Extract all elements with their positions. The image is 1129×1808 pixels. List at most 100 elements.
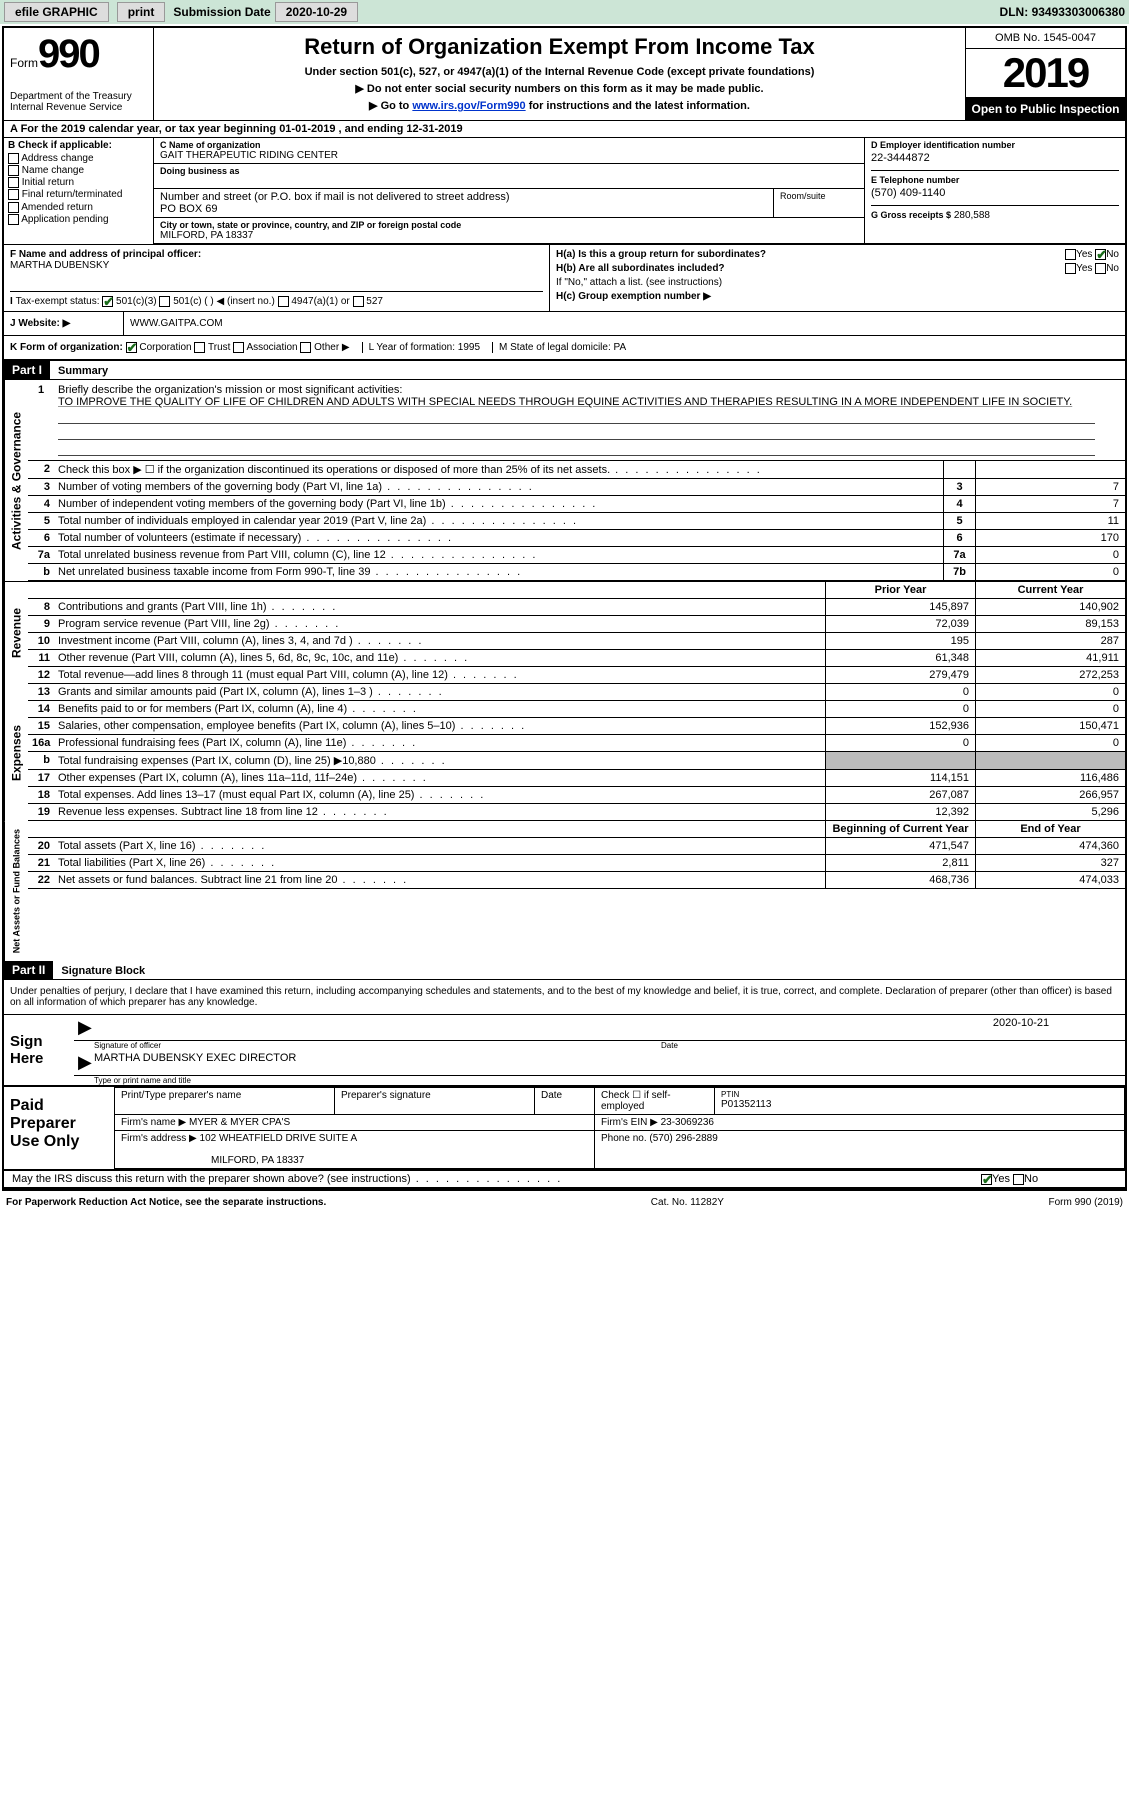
chk-discuss-yes[interactable] [981,1174,992,1185]
gov-line: 5Total number of individuals employed in… [28,513,1125,530]
sign-arrow-icon: ▶ [78,1017,94,1038]
top-bar: efile GRAPHIC print Submission Date 2020… [0,0,1129,24]
gov-line: bNet unrelated business taxable income f… [28,564,1125,581]
omb-number: OMB No. 1545-0047 [966,28,1125,49]
telephone: (570) 409-1140 [871,187,1119,199]
firm-phone: Phone no. (570) 296-2889 [595,1131,1125,1169]
data-line: bTotal fundraising expenses (Part IX, co… [28,752,1125,770]
efile-button[interactable]: efile GRAPHIC [4,2,109,22]
form-container: Form 990 Department of the Treasury Inte… [2,26,1127,1191]
print-button[interactable]: print [117,2,166,22]
data-line: 12Total revenue—add lines 8 through 11 (… [28,667,1125,684]
chk-assoc[interactable] [233,342,244,353]
tax-year: 2019 [966,49,1125,97]
chk-initial-return[interactable] [8,177,19,188]
data-line: 10Investment income (Part VIII, column (… [28,633,1125,650]
chk-discuss-no[interactable] [1013,1174,1024,1185]
data-line: 22Net assets or fund balances. Subtract … [28,872,1125,889]
data-line: 19Revenue less expenses. Subtract line 1… [28,804,1125,821]
chk-501c3[interactable] [102,296,113,307]
chk-501c[interactable] [159,296,170,307]
tab-revenue: Revenue [4,582,28,684]
tab-governance: Activities & Governance [4,380,28,581]
chk-ha-yes[interactable] [1065,249,1076,260]
firm-address: 102 WHEATFIELD DRIVE SUITE A [200,1133,358,1144]
data-line: 20Total assets (Part X, line 16)471,5474… [28,838,1125,855]
gov-line: 2Check this box ▶ ☐ if the organization … [28,461,1125,479]
row-a-tax-year: A For the 2019 calendar year, or tax yea… [4,121,1125,138]
chk-other[interactable] [300,342,311,353]
page-footer: For Paperwork Reduction Act Notice, see … [0,1193,1129,1212]
subtitle-2: ▶ Do not enter social security numbers o… [162,82,957,95]
data-line: 21Total liabilities (Part X, line 26)2,8… [28,855,1125,872]
subtitle-1: Under section 501(c), 527, or 4947(a)(1)… [162,66,957,78]
row-j-website: J Website: ▶ WWW.GAITPA.COM [4,312,1125,336]
form-word: Form [10,56,38,70]
sign-date: 2020-10-21 [921,1017,1121,1038]
netassets-header-row: Beginning of Current Year End of Year [28,821,1125,838]
paid-preparer-block: Paid Preparer Use Only Print/Type prepar… [4,1087,1125,1171]
sign-here-block: Sign Here ▶ 2020-10-21 Signature of offi… [4,1015,1125,1087]
city-state-zip: MILFORD, PA 18337 [160,230,858,241]
summary-expenses: Expenses 13Grants and similar amounts pa… [4,684,1125,821]
summary-revenue: Revenue Prior Year Current Year 8Contrib… [4,581,1125,684]
data-line: 11Other revenue (Part VIII, column (A), … [28,650,1125,667]
submission-date-label: Submission Date [173,5,270,19]
form-header: Form 990 Department of the Treasury Inte… [4,28,1125,121]
year-formation: L Year of formation: 1995 [362,342,480,353]
chk-application-pending[interactable] [8,214,19,225]
chk-name-change[interactable] [8,165,19,176]
irs-link[interactable]: www.irs.gov/Form990 [412,100,525,112]
gov-line: 7aTotal unrelated business revenue from … [28,547,1125,564]
section-b-checkboxes: B Check if applicable: Address change Na… [4,138,154,244]
data-line: 15Salaries, other compensation, employee… [28,718,1125,735]
chk-hb-no[interactable] [1095,263,1106,274]
chk-final-return[interactable] [8,189,19,200]
data-line: 8Contributions and grants (Part VIII, li… [28,599,1125,616]
mission-block: 1Briefly describe the organization's mis… [28,380,1125,461]
section-c: C Name of organization GAIT THERAPEUTIC … [154,138,865,243]
chk-corp[interactable] [126,342,137,353]
part-1-header: Part ISummary [4,361,1125,380]
discuss-row: May the IRS discuss this return with the… [4,1171,1125,1189]
sign-arrow-icon: ▶ [78,1052,94,1073]
summary-governance: Activities & Governance 1Briefly describ… [4,380,1125,581]
chk-trust[interactable] [194,342,205,353]
subtitle-3: ▶ Go to www.irs.gov/Form990 for instruct… [162,99,957,112]
form-title: Return of Organization Exempt From Incom… [162,34,957,60]
chk-4947[interactable] [278,296,289,307]
row-klm: K Form of organization: Corporation Trus… [4,336,1125,361]
firm-ein: Firm's EIN ▶ 23-3069236 [595,1115,1125,1131]
chk-ha-no[interactable] [1095,249,1106,260]
ein: 22-3444872 [871,152,1119,164]
chk-527[interactable] [353,296,364,307]
summary-netassets: Net Assets or Fund Balances Beginning of… [4,821,1125,961]
signature-declaration: Under penalties of perjury, I declare th… [4,980,1125,1015]
mission-text: TO IMPROVE THE QUALITY OF LIFE OF CHILDR… [58,396,1095,408]
data-line: 13Grants and similar amounts paid (Part … [28,684,1125,701]
officer-name: MARTHA DUBENSKY EXEC DIRECTOR [94,1052,1121,1073]
chk-amended[interactable] [8,202,19,213]
org-name: GAIT THERAPEUTIC RIDING CENTER [160,150,858,161]
data-line: 16aProfessional fundraising fees (Part I… [28,735,1125,752]
data-line: 9Program service revenue (Part VIII, lin… [28,616,1125,633]
dln: DLN: 93493303006380 [1000,5,1125,19]
department: Department of the Treasury Internal Reve… [10,91,147,113]
gov-line: 4Number of independent voting members of… [28,496,1125,513]
tab-net-assets: Net Assets or Fund Balances [4,821,28,961]
section-bcd: B Check if applicable: Address change Na… [4,138,1125,245]
ptin: P01352113 [721,1099,1118,1110]
form-number: 990 [38,32,99,77]
section-h: H(a) Is this a group return for subordin… [550,245,1125,311]
tab-expenses: Expenses [4,684,28,821]
data-line: 18Total expenses. Add lines 13–17 (must … [28,787,1125,804]
section-d: D Employer identification number 22-3444… [865,138,1125,243]
chk-hb-yes[interactable] [1065,263,1076,274]
gov-line: 6Total number of volunteers (estimate if… [28,530,1125,547]
data-line: 14Benefits paid to or for members (Part … [28,701,1125,718]
chk-address-change[interactable] [8,153,19,164]
data-line: 17Other expenses (Part IX, column (A), l… [28,770,1125,787]
submission-date: 2020-10-29 [275,2,358,22]
website-url: WWW.GAITPA.COM [124,312,1125,335]
gross-receipts: 280,588 [954,210,990,221]
